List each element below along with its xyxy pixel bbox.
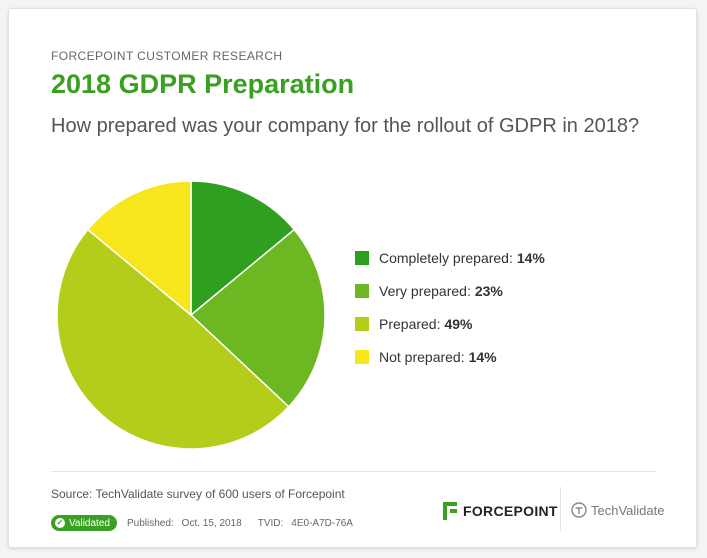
pie-slice-completely-prepared bbox=[190, 180, 296, 317]
tvid-value[interactable]: 4E0-A7D-76A bbox=[291, 517, 353, 529]
check-icon: ✓ bbox=[55, 518, 65, 528]
tvid-label: TVID: bbox=[257, 517, 284, 529]
validated-label: Validated bbox=[69, 517, 110, 529]
forcepoint-logo: FORCEPOINT bbox=[443, 502, 558, 520]
validated-badge[interactable]: ✓ Validated bbox=[51, 515, 117, 531]
legend-swatch bbox=[355, 350, 369, 364]
source-text: TechValidate survey of 600 users of Forc… bbox=[95, 487, 345, 501]
report-card: FORCEPOINT CUSTOMER RESEARCH 2018 GDPR P… bbox=[8, 8, 697, 548]
legend-label: Prepared: bbox=[379, 316, 441, 332]
source-line: Source: TechValidate survey of 600 users… bbox=[51, 487, 345, 501]
pie-chart bbox=[56, 180, 326, 450]
legend-label: Very prepared: bbox=[379, 283, 471, 299]
techvalidate-mark-icon bbox=[571, 502, 587, 518]
published-label: Published: bbox=[126, 517, 174, 529]
pie-slice-not-prepared bbox=[86, 180, 192, 317]
legend-value: 14% bbox=[468, 349, 497, 365]
eyebrow-label: FORCEPOINT CUSTOMER RESEARCH bbox=[51, 49, 283, 63]
survey-question: How prepared was your company for the ro… bbox=[51, 115, 640, 137]
legend-item-not-prepared: Not prepared: 14% bbox=[355, 346, 545, 368]
published-date: Oct. 15, 2018 bbox=[181, 517, 242, 529]
footer-divider bbox=[51, 471, 657, 472]
legend-value: 23% bbox=[474, 283, 503, 299]
legend-item-prepared: Prepared: 49% bbox=[355, 313, 545, 335]
legend-value: 14% bbox=[516, 250, 545, 266]
logo-divider bbox=[560, 487, 561, 531]
techvalidate-wordmark: TechValidate bbox=[591, 502, 665, 518]
forcepoint-wordmark: FORCEPOINT bbox=[463, 503, 558, 519]
legend-label: Completely prepared: bbox=[379, 250, 513, 266]
chart-legend: Completely prepared: 14% Very prepared: … bbox=[355, 247, 545, 379]
source-label: Source: bbox=[51, 487, 93, 501]
legend-swatch bbox=[355, 251, 369, 265]
techvalidate-logo: TechValidate bbox=[571, 502, 664, 518]
forcepoint-mark-icon bbox=[443, 502, 457, 520]
page-title: 2018 GDPR Preparation bbox=[51, 69, 355, 99]
meta-line: ✓ Validated Published: Oct. 15, 2018 TVI… bbox=[51, 515, 353, 531]
pie-slice-very-prepared bbox=[189, 228, 326, 408]
legend-swatch bbox=[355, 317, 369, 331]
legend-label: Not prepared: bbox=[379, 349, 465, 365]
legend-item-very-prepared: Very prepared: 23% bbox=[355, 280, 545, 302]
legend-swatch bbox=[355, 284, 369, 298]
legend-value: 49% bbox=[444, 316, 473, 332]
pie-slice-prepared bbox=[56, 228, 290, 450]
legend-item-completely-prepared: Completely prepared: 14% bbox=[355, 247, 545, 269]
